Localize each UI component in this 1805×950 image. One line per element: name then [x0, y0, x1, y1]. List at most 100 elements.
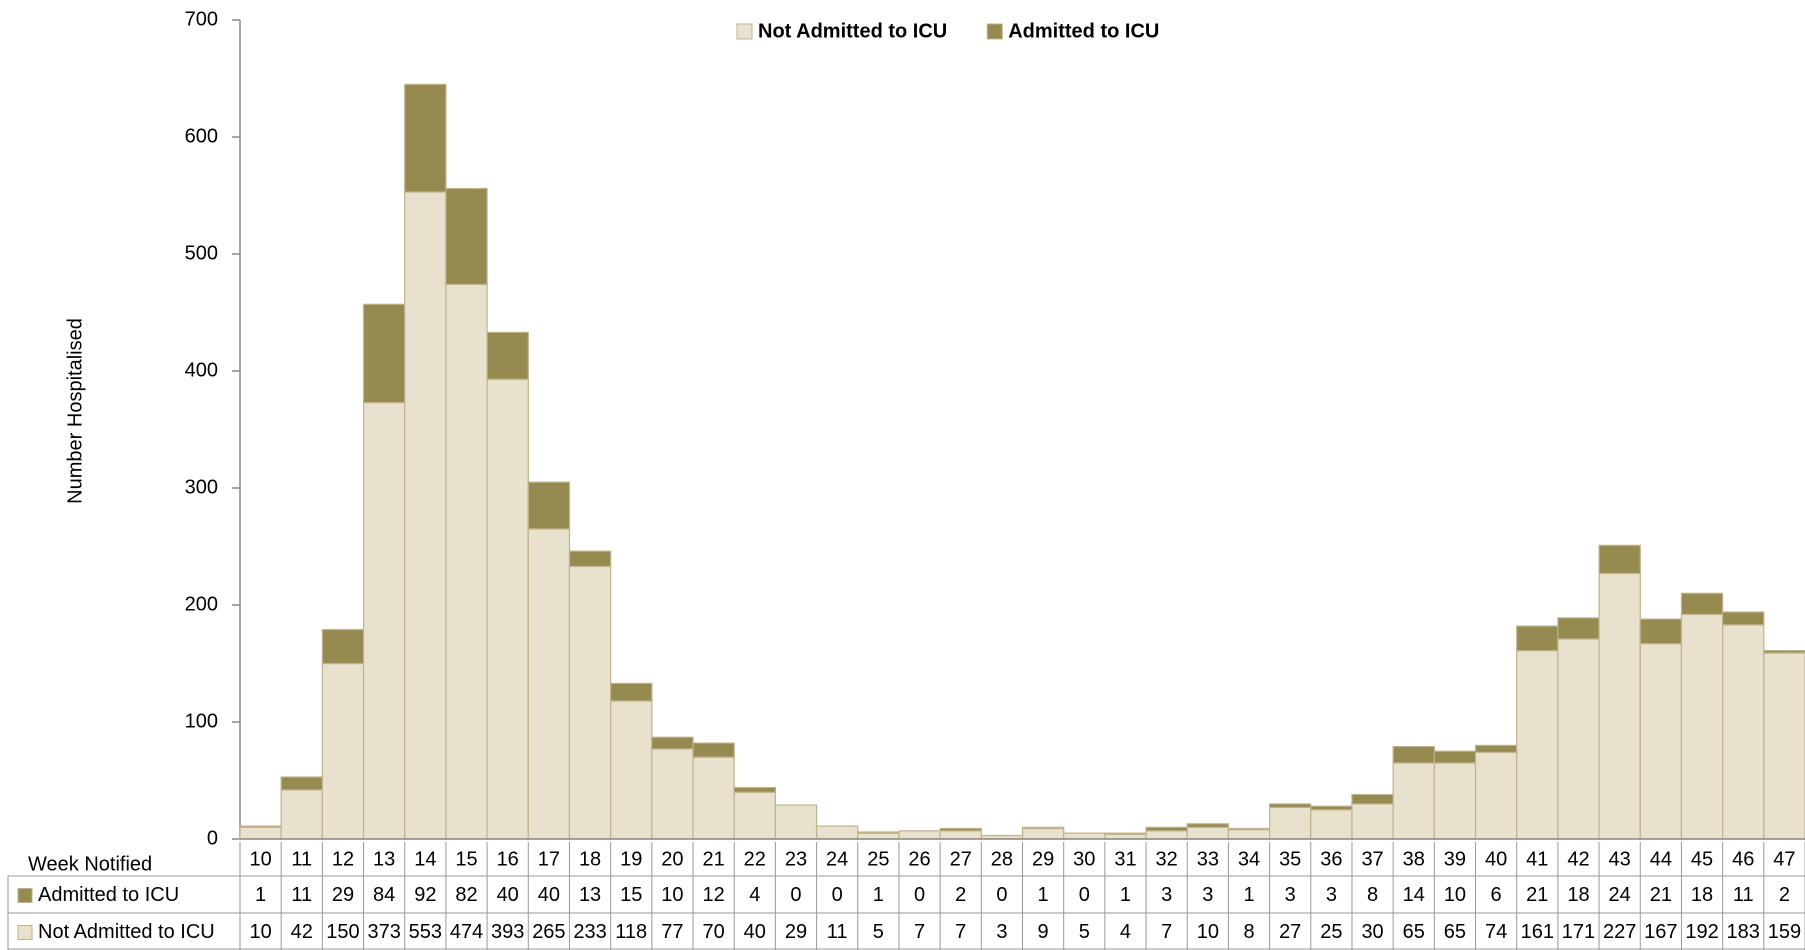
x-tick-label: 32 — [1156, 848, 1178, 870]
table-cell: 25 — [1320, 921, 1342, 943]
table-cell: 159 — [1768, 921, 1801, 943]
table-cell: 29 — [332, 884, 354, 906]
bar-segment — [1557, 638, 1600, 840]
bar-segment — [445, 283, 488, 840]
table-cell: 42 — [291, 921, 313, 943]
x-tick-label: 27 — [950, 848, 972, 870]
y-tick-label: 200 — [185, 593, 218, 615]
table-cell: 15 — [620, 884, 642, 906]
table-cell: 14 — [1403, 884, 1425, 906]
bar-segment — [445, 187, 488, 286]
table-cell: 192 — [1685, 921, 1718, 943]
table-cell: 2 — [1779, 884, 1790, 906]
bar-segment — [1145, 826, 1188, 832]
bar-segment — [1063, 832, 1106, 840]
bar-segment — [404, 83, 447, 193]
bar-segment — [362, 401, 406, 840]
x-tick-label: 40 — [1485, 848, 1507, 870]
bar-segment — [1722, 624, 1765, 840]
bar-segment — [733, 791, 776, 840]
x-tick-label: 18 — [579, 848, 601, 870]
y-tick-label: 400 — [185, 359, 218, 381]
bar-segment — [486, 331, 529, 380]
table-cell: 474 — [450, 921, 483, 943]
table-row-label: Admitted to ICU — [38, 884, 179, 906]
x-tick-label: 42 — [1567, 848, 1589, 870]
table-cell: 21 — [1526, 884, 1548, 906]
bar-segment — [815, 825, 859, 840]
bar-segment — [1763, 650, 1805, 654]
table-cell: 0 — [832, 884, 843, 906]
table-cell: 7 — [955, 921, 966, 943]
table-cell: 70 — [702, 921, 724, 943]
x-tick-label: 24 — [826, 848, 848, 870]
table-cell: 3 — [1202, 884, 1213, 906]
table-legend-swatch — [17, 925, 33, 940]
table-cell: 8 — [1243, 921, 1254, 943]
table-row-label: Not Admitted to ICU — [38, 921, 215, 943]
x-tick-label: 44 — [1650, 848, 1672, 870]
table-cell: 7 — [914, 921, 925, 943]
x-tick-label: 25 — [867, 848, 889, 870]
bar-segment — [733, 786, 776, 793]
table-cell: 553 — [409, 921, 442, 943]
table-cell: 4 — [1120, 921, 1131, 943]
x-tick-label: 12 — [332, 848, 354, 870]
bar-segment — [1392, 762, 1435, 840]
bar-segment — [692, 742, 735, 758]
table-cell: 227 — [1603, 921, 1636, 943]
table-cell: 3 — [1285, 884, 1296, 906]
x-tick-label: 14 — [414, 848, 436, 870]
bar-segment — [362, 303, 406, 404]
y-tick-label: 500 — [185, 242, 218, 264]
y-tick-label: 300 — [185, 476, 218, 498]
table-cell: 233 — [573, 921, 606, 943]
y-tick-label: 700 — [185, 8, 218, 30]
bar-segment — [1145, 830, 1188, 840]
table-cell: 8 — [1367, 884, 1378, 906]
bar-segment — [1269, 803, 1312, 809]
x-axis-label: Week Notified — [28, 853, 152, 875]
bar-segment — [321, 662, 365, 840]
bar-segment — [280, 776, 323, 791]
table-cell: 0 — [914, 884, 925, 906]
table-cell: 30 — [1361, 921, 1383, 943]
x-tick-label: 15 — [455, 848, 477, 870]
table-cell: 40 — [497, 884, 519, 906]
bar-segment — [1351, 793, 1394, 805]
bar-segment — [610, 700, 653, 840]
bar-segment — [486, 378, 529, 840]
table-cell: 13 — [579, 884, 601, 906]
table-cell: 4 — [749, 884, 760, 906]
table-cell: 3 — [1161, 884, 1172, 906]
bar-segment — [1392, 745, 1435, 764]
x-tick-label: 47 — [1773, 848, 1795, 870]
table-cell: 3 — [1326, 884, 1337, 906]
x-tick-label: 37 — [1361, 848, 1383, 870]
bar-segment — [568, 550, 612, 567]
bar-segment — [774, 804, 818, 840]
bar-segment — [1598, 544, 1641, 575]
x-tick-label: 39 — [1444, 848, 1466, 870]
table-cell: 373 — [367, 921, 400, 943]
x-tick-label: 26 — [908, 848, 930, 870]
bar-segment — [1680, 613, 1724, 840]
bar-segment — [1433, 762, 1477, 840]
table-cell: 6 — [1491, 884, 1502, 906]
y-tick-label: 100 — [185, 710, 218, 732]
table-cell: 12 — [702, 884, 724, 906]
bar-segment — [1557, 617, 1600, 640]
table-cell: 65 — [1403, 921, 1425, 943]
x-tick-label: 33 — [1197, 848, 1219, 870]
x-tick-label: 10 — [249, 848, 271, 870]
bar-segment — [857, 831, 900, 834]
table-cell: 11 — [291, 884, 312, 906]
table-legend-swatch — [17, 888, 33, 903]
table-cell: 2 — [955, 884, 966, 906]
bar-segment — [898, 830, 941, 840]
table-cell: 18 — [1691, 884, 1713, 906]
bar-segment — [1351, 803, 1394, 840]
bar-segment — [1269, 806, 1312, 840]
table-cell: 82 — [455, 884, 477, 906]
table-cell: 150 — [326, 921, 359, 943]
